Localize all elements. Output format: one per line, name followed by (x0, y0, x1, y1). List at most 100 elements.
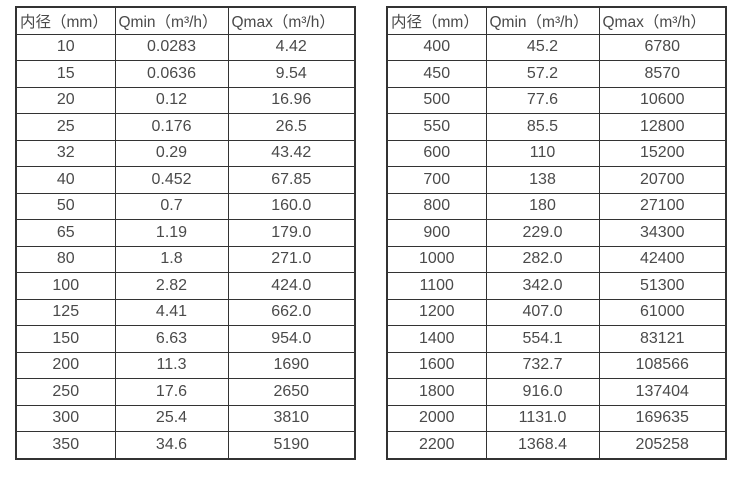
flow-spec-table-right: 内径（mm） Qmin（m³/h） Qmax（m³/h） 400 45.2 6780… (386, 6, 727, 460)
table-cell: 15 (15, 60, 116, 88)
table-cell: 12800 (598, 113, 727, 141)
table-row: 700 138 20700 (386, 166, 727, 194)
table-row: 800 180 27100 (386, 192, 727, 220)
table-cell: 50 (15, 192, 116, 220)
table-cell: 61000 (598, 298, 727, 326)
table-cell: 1400 (386, 325, 487, 353)
table-cell: 20 (15, 86, 116, 114)
table-cell: 3810 (227, 404, 356, 432)
header-qmax: Qmax（m³/h） (598, 6, 727, 35)
table-cell: 0.452 (114, 166, 229, 194)
table-row: 125 4.41 662.0 (15, 298, 356, 326)
table-row: 1800 916.0 137404 (386, 378, 727, 406)
table-cell: 1800 (386, 378, 487, 406)
table-cell: 67.85 (227, 166, 356, 194)
table-row: 1600 732.7 108566 (386, 351, 727, 379)
table-cell: 43.42 (227, 139, 356, 167)
table-cell: 8570 (598, 60, 727, 88)
table-row: 900 229.0 34300 (386, 219, 727, 247)
table-cell: 342.0 (485, 272, 600, 300)
table-cell: 40 (15, 166, 116, 194)
table-row: 10 0.0283 4.42 (15, 33, 356, 61)
table-cell: 205258 (598, 431, 727, 459)
table-cell: 180 (485, 192, 600, 220)
table-cell: 0.12 (114, 86, 229, 114)
table-cell: 16.96 (227, 86, 356, 114)
table-row: 2000 1131.0 169635 (386, 404, 727, 432)
table-cell: 5190 (227, 431, 356, 459)
table-row: 25 0.176 26.5 (15, 113, 356, 141)
header-qmin: Qmin（m³/h） (485, 6, 600, 35)
table-cell: 0.29 (114, 139, 229, 167)
table-cell: 200 (15, 351, 116, 379)
table-cell: 108566 (598, 351, 727, 379)
table-cell: 300 (15, 404, 116, 432)
table-row: 1400 554.1 83121 (386, 325, 727, 353)
table-cell: 500 (386, 86, 487, 114)
table-cell: 2000 (386, 404, 487, 432)
table-row: 15 0.0636 9.54 (15, 60, 356, 88)
table-cell: 800 (386, 192, 487, 220)
table-cell: 2.82 (114, 272, 229, 300)
table-row: 300 25.4 3810 (15, 404, 356, 432)
table-cell: 77.6 (485, 86, 600, 114)
table-cell: 400 (386, 33, 487, 61)
table-cell: 57.2 (485, 60, 600, 88)
table-cell: 65 (15, 219, 116, 247)
table-row: 80 1.8 271.0 (15, 245, 356, 273)
table-cell: 138 (485, 166, 600, 194)
table-cell: 4.41 (114, 298, 229, 326)
table-row: 400 45.2 6780 (386, 33, 727, 61)
header-diameter: 内径（mm） (15, 6, 116, 35)
table-row: 150 6.63 954.0 (15, 325, 356, 353)
table-cell: 662.0 (227, 298, 356, 326)
table-cell: 42400 (598, 245, 727, 273)
table-cell: 26.5 (227, 113, 356, 141)
table-cell: 0.176 (114, 113, 229, 141)
table-cell: 20700 (598, 166, 727, 194)
table-cell: 27100 (598, 192, 727, 220)
table-cell: 450 (386, 60, 487, 88)
table-cell: 600 (386, 139, 487, 167)
table-cell: 350 (15, 431, 116, 459)
table-cell: 1368.4 (485, 431, 600, 459)
table-cell: 34.6 (114, 431, 229, 459)
table-row: 450 57.2 8570 (386, 60, 727, 88)
flow-spec-table-left: 内径（mm） Qmin（m³/h） Qmax（m³/h） 10 0.0283 4.4… (15, 6, 356, 460)
table-row: 50 0.7 160.0 (15, 192, 356, 220)
table-cell: 1100 (386, 272, 487, 300)
table-row: 32 0.29 43.42 (15, 139, 356, 167)
table-cell: 954.0 (227, 325, 356, 353)
table-cell: 6.63 (114, 325, 229, 353)
table-cell: 32 (15, 139, 116, 167)
table-row: 1000 282.0 42400 (386, 245, 727, 273)
table-cell: 51300 (598, 272, 727, 300)
table-cell: 85.5 (485, 113, 600, 141)
table-cell: 150 (15, 325, 116, 353)
header-qmax: Qmax（m³/h） (227, 6, 356, 35)
table-cell: 0.0636 (114, 60, 229, 88)
table-cell: 916.0 (485, 378, 600, 406)
table-cell: 125 (15, 298, 116, 326)
table-cell: 407.0 (485, 298, 600, 326)
header-diameter: 内径（mm） (386, 6, 487, 35)
table-cell: 1.19 (114, 219, 229, 247)
table-row: 65 1.19 179.0 (15, 219, 356, 247)
table-cell: 0.0283 (114, 33, 229, 61)
table-cell: 110 (485, 139, 600, 167)
table-row: 1100 342.0 51300 (386, 272, 727, 300)
table-cell: 10600 (598, 86, 727, 114)
table-cell: 1600 (386, 351, 487, 379)
table-cell: 732.7 (485, 351, 600, 379)
table-cell: 45.2 (485, 33, 600, 61)
table-cell: 2200 (386, 431, 487, 459)
table-cell: 550 (386, 113, 487, 141)
table-row: 2200 1368.4 205258 (386, 431, 727, 459)
table-cell: 11.3 (114, 351, 229, 379)
table-cell: 1690 (227, 351, 356, 379)
table-row: 200 11.3 1690 (15, 351, 356, 379)
table-cell: 10 (15, 33, 116, 61)
table-row: 600 110 15200 (386, 139, 727, 167)
table-row: 20 0.12 16.96 (15, 86, 356, 114)
table-cell: 282.0 (485, 245, 600, 273)
